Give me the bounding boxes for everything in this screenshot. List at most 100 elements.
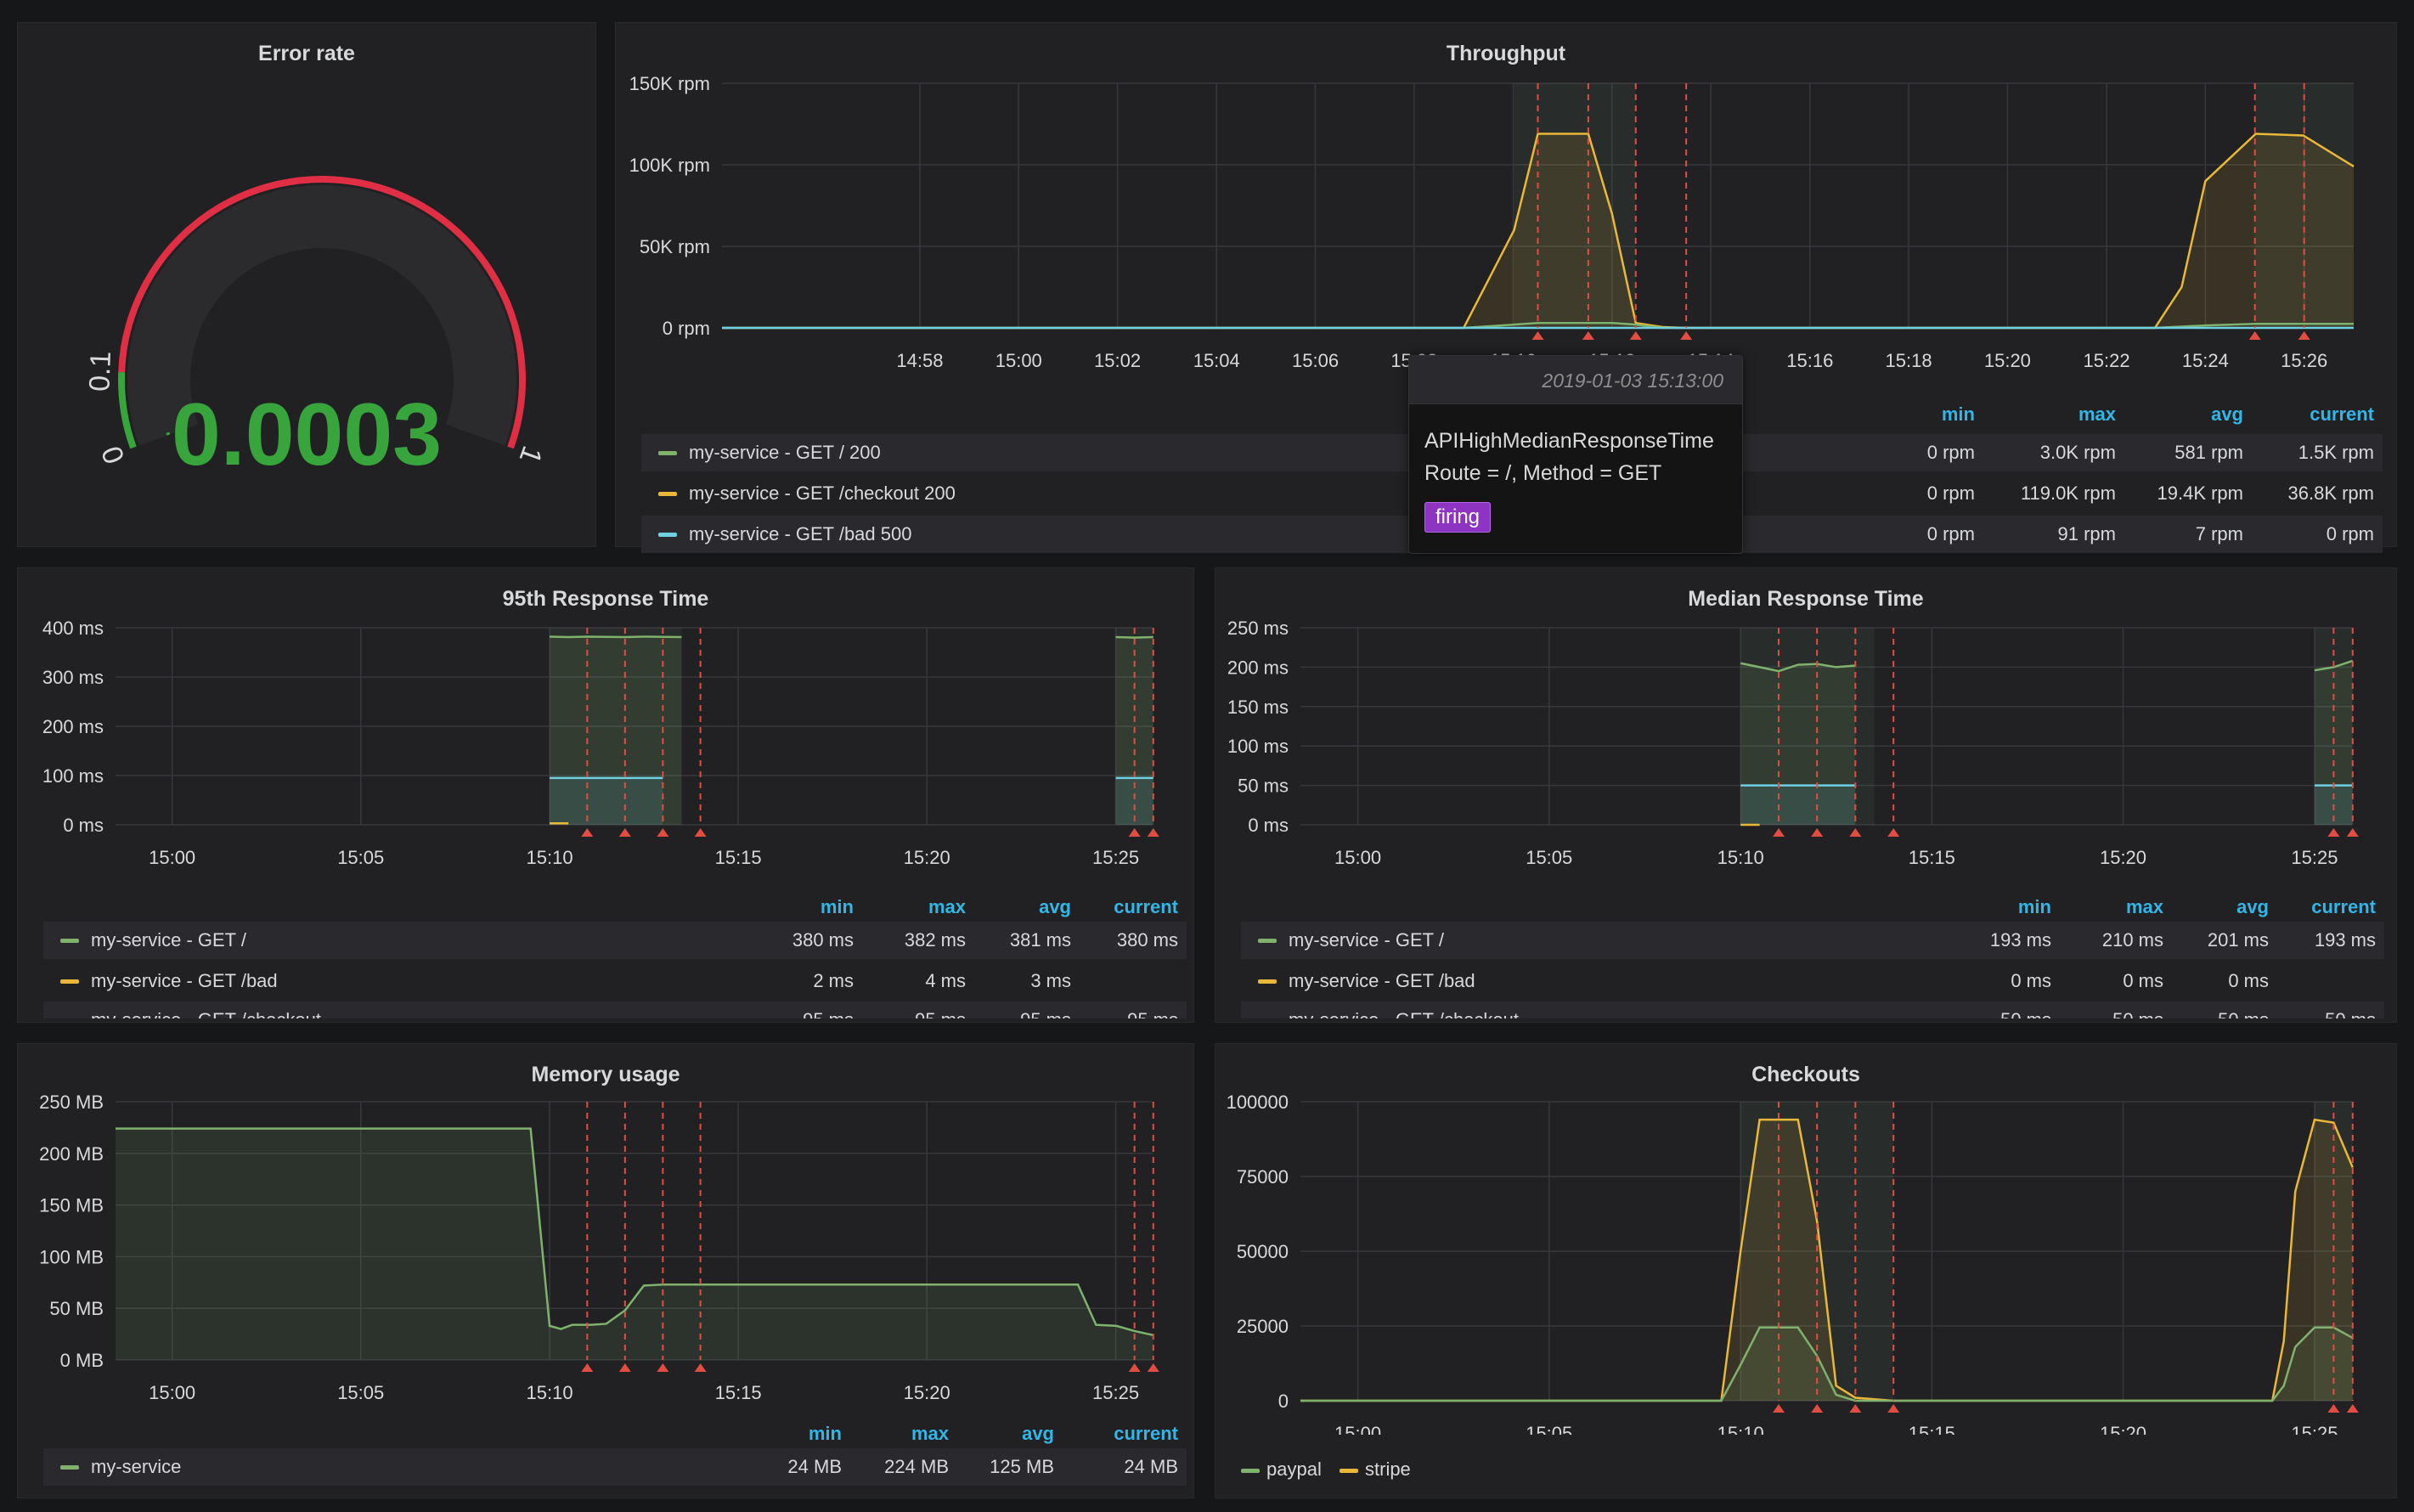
series-swatch[interactable] <box>658 533 677 537</box>
legend-header-min[interactable]: min <box>820 896 854 917</box>
alert-annotation-marker[interactable] <box>618 1363 631 1372</box>
panel-title[interactable]: 95th Response Time <box>502 587 709 611</box>
alert-region <box>550 628 682 825</box>
legend-header-min[interactable]: min <box>2017 896 2051 917</box>
alert-annotation-marker[interactable] <box>1128 828 1141 837</box>
panel-title[interactable]: Checkouts <box>1751 1063 1860 1086</box>
legend-header-min[interactable]: min <box>808 1423 842 1444</box>
y-tick-label: 50000 <box>1237 1241 1289 1262</box>
legend-row[interactable]: my-service - GET /checkout 50 ms 50 ms 5… <box>1241 1001 2384 1018</box>
series-swatch[interactable] <box>60 1465 79 1470</box>
alert-annotation-marker[interactable] <box>1887 1404 1900 1413</box>
alert-annotation-marker[interactable] <box>1531 331 1544 340</box>
alert-annotation-marker[interactable] <box>1811 1404 1824 1413</box>
series-name[interactable]: my-service - GET / 200 <box>689 442 881 463</box>
series-swatch[interactable] <box>658 451 677 455</box>
alert-annotation-marker[interactable] <box>2346 828 2359 837</box>
alert-annotation-marker[interactable] <box>2327 1404 2340 1413</box>
median-chart[interactable]: 0 ms 50 ms 100 ms 150 ms 200 ms 250 ms 15:00 15… <box>1215 568 2398 874</box>
series-name[interactable]: my-service - GET /bad <box>91 970 278 991</box>
legend-header-min[interactable]: min <box>1941 403 1975 425</box>
memory-chart[interactable]: 0 MB 50 MB 100 MB 150 MB 200 MB 250 MB 15:00 15… <box>18 1044 1195 1401</box>
alert-annotation-marker[interactable] <box>1582 331 1594 340</box>
alert-annotation-marker[interactable] <box>1773 1404 1785 1413</box>
legend-header-max[interactable]: max <box>2125 896 2163 917</box>
alert-annotation-marker[interactable] <box>1147 828 1159 837</box>
series-name[interactable]: my-service - GET /checkout <box>1289 1001 1519 1018</box>
legend-row[interactable]: my-service - GET /bad 0 ms 0 ms 0 ms <box>1241 962 2384 1000</box>
legend-header-current[interactable]: current <box>2311 896 2376 917</box>
series-min: 50 ms <box>1915 1001 2051 1018</box>
series-swatch[interactable] <box>1258 979 1277 984</box>
panel-title[interactable]: Memory usage <box>531 1063 680 1086</box>
y-tick-label: 50 MB <box>49 1298 104 1319</box>
alert-annotation-marker[interactable] <box>2327 828 2340 837</box>
x-tick-label: 15:20 <box>1984 350 2031 371</box>
series-swatch[interactable] <box>658 492 677 496</box>
series-name[interactable]: stripe <box>1365 1458 1411 1480</box>
alert-annotation-marker[interactable] <box>581 828 594 837</box>
series-name[interactable]: my-service - GET / <box>1289 929 1444 951</box>
legend-header-current[interactable]: current <box>1114 896 1178 917</box>
legend-row[interactable]: my-service - GET / 193 ms 210 ms 201 ms … <box>1241 922 2384 959</box>
panel-title[interactable]: Error rate <box>258 42 355 65</box>
alert-annotation-marker[interactable] <box>657 1363 669 1372</box>
series-name[interactable]: my-service - GET /checkout 200 <box>689 482 956 504</box>
series-swatch[interactable] <box>60 979 79 984</box>
alert-annotation-marker[interactable] <box>2298 331 2310 340</box>
legend-row[interactable]: my-service - GET /bad 2 ms 4 ms 3 ms <box>43 962 1187 1000</box>
throughput-chart[interactable]: 0 rpm 50K rpm 100K rpm 150K rpm 14:58 15:00 15… <box>616 23 2398 380</box>
gauge-value-arc <box>166 432 171 436</box>
legend-row[interactable]: my-service - GET /checkout 95 ms 95 ms 9… <box>43 1001 1187 1018</box>
series-swatch[interactable] <box>60 939 79 943</box>
legend-row[interactable]: my-service 24 MB 224 MB 125 MB 24 MB <box>43 1448 1187 1486</box>
series-name[interactable]: my-service <box>91 1456 182 1477</box>
alert-annotation-marker[interactable] <box>618 828 631 837</box>
alert-annotation-marker[interactable] <box>1849 1404 1862 1413</box>
panel-title[interactable]: Median Response Time <box>1688 587 1924 611</box>
alert-annotation-marker[interactable] <box>1887 828 1900 837</box>
alert-annotation-marker[interactable] <box>1629 331 1642 340</box>
alert-annotation-marker[interactable] <box>694 1363 707 1372</box>
alert-annotation-marker[interactable] <box>1849 828 1862 837</box>
series-swatch[interactable] <box>1340 1469 1358 1473</box>
series-name[interactable]: my-service - GET / <box>91 929 246 951</box>
p95-chart[interactable]: 0 ms 100 ms 200 ms 300 ms 400 ms 15:00 15:05 15… <box>18 568 1195 874</box>
alert-annotation-marker[interactable] <box>694 828 707 837</box>
legend-header-avg[interactable]: avg <box>1039 896 1071 917</box>
legend-header-max[interactable]: max <box>928 896 966 917</box>
series-area <box>1115 777 1153 825</box>
series-avg: 381 ms <box>1009 929 1071 951</box>
alert-annotation-marker[interactable] <box>2346 1404 2359 1413</box>
series-area <box>1300 1120 2353 1401</box>
legend-header-current[interactable]: current <box>1114 1423 1178 1444</box>
series-name[interactable]: my-service - GET /bad 500 <box>689 523 912 544</box>
series-name[interactable]: my-service - GET /checkout <box>91 1001 321 1018</box>
legend-row[interactable]: my-service - GET / 380 ms 382 ms 381 ms … <box>43 922 1187 959</box>
legend-header-max[interactable]: max <box>2078 403 2116 425</box>
alert-annotation-marker[interactable] <box>1811 828 1824 837</box>
tooltip-alert-detail: Route = /, Method = GET <box>1424 461 1662 485</box>
alert-annotation-marker[interactable] <box>2248 331 2261 340</box>
series-swatch[interactable] <box>1258 939 1277 943</box>
y-tick-label: 0 rpm <box>663 318 710 339</box>
alert-annotation-marker[interactable] <box>1147 1363 1159 1372</box>
legend-header-current[interactable]: current <box>2310 403 2374 425</box>
legend-header-avg[interactable]: avg <box>1022 1423 1054 1444</box>
legend-header-avg[interactable]: avg <box>2236 896 2269 917</box>
legend-header-avg[interactable]: avg <box>2211 403 2243 425</box>
series-avg: 201 ms <box>2207 929 2269 951</box>
checkouts-chart[interactable]: 0 25000 50000 75000 100000 15:00 15:05 15:10 15:… <box>1215 1044 2398 1435</box>
alert-annotation-marker[interactable] <box>657 828 669 837</box>
legend-row[interactable]: my-service - GET /checkout 200 0 rpm 119… <box>641 475 2383 512</box>
alert-annotation-marker[interactable] <box>581 1363 594 1372</box>
alert-annotation-marker[interactable] <box>1680 331 1693 340</box>
series-name[interactable]: my-service - GET /bad <box>1289 970 1475 991</box>
series-avg: 7 rpm <box>2195 523 2243 544</box>
panel-title[interactable]: Throughput <box>1446 42 1566 65</box>
alert-annotation-marker[interactable] <box>1128 1363 1141 1372</box>
series-swatch[interactable] <box>1241 1469 1260 1473</box>
series-name[interactable]: paypal <box>1266 1458 1322 1480</box>
legend-header-max[interactable]: max <box>911 1423 949 1444</box>
alert-annotation-marker[interactable] <box>1773 828 1785 837</box>
